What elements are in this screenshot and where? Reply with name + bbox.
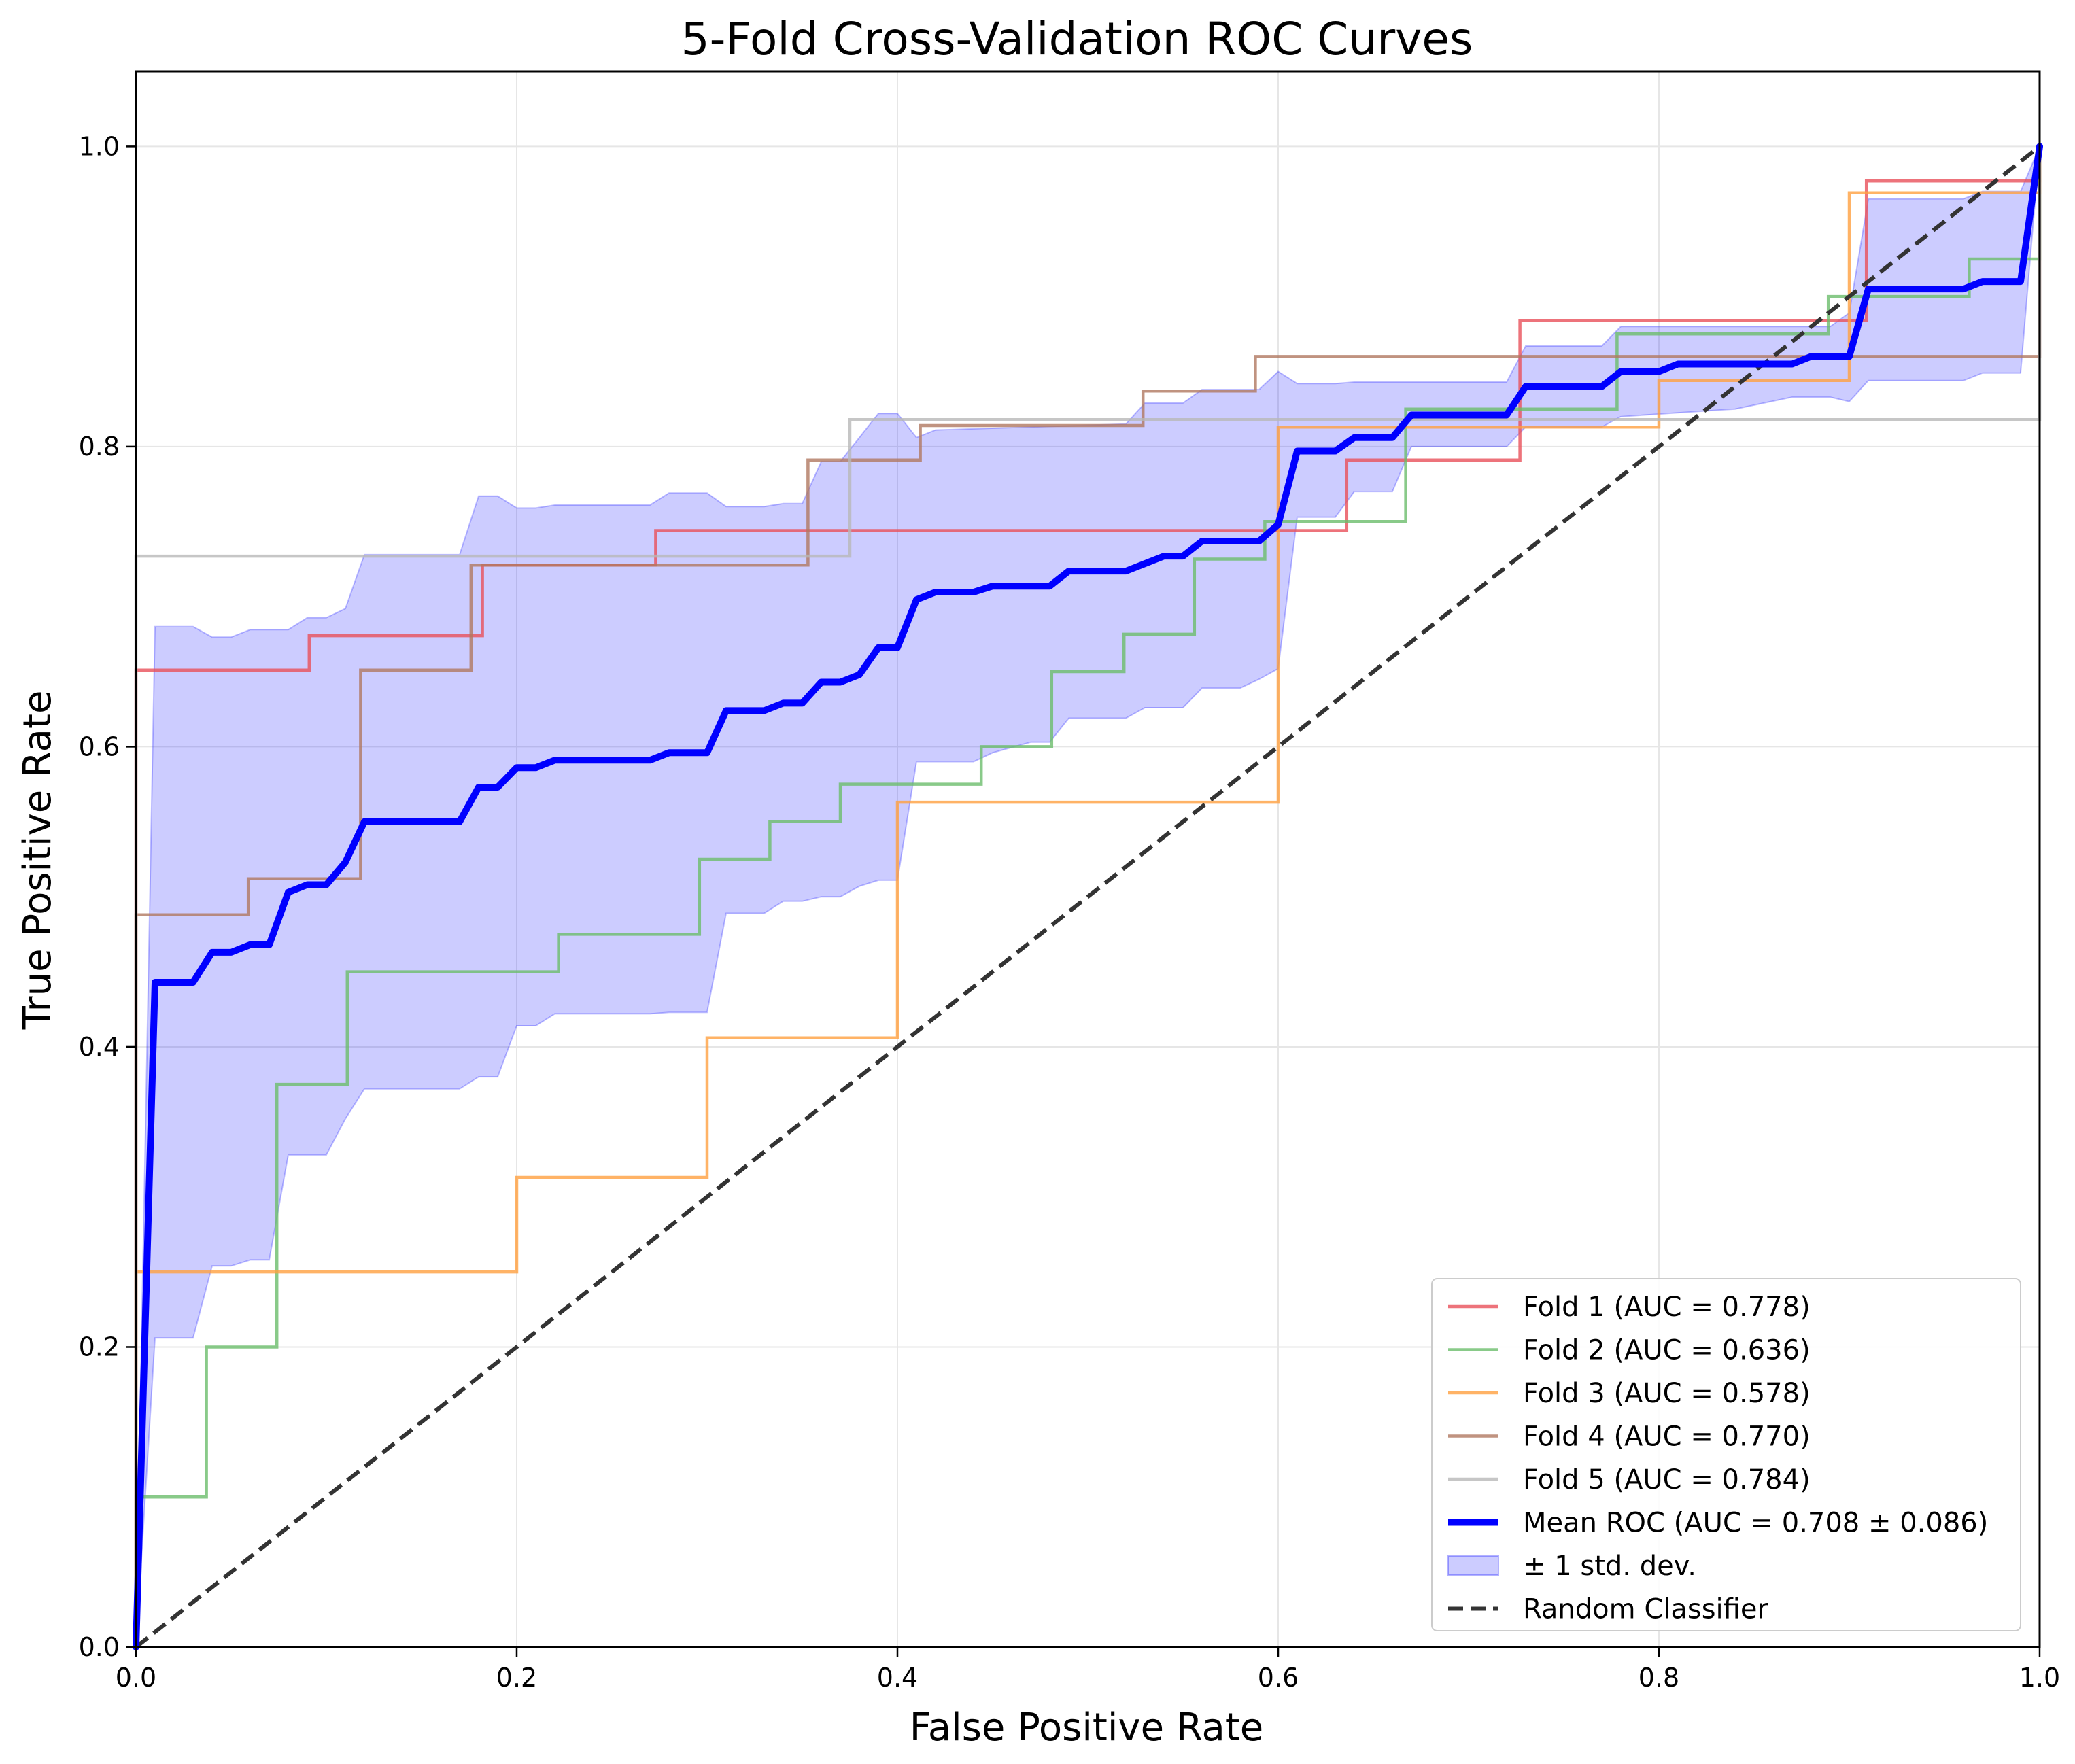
chart-title: 5-Fold Cross-Validation ROC Curves	[681, 13, 1473, 65]
y-tick-label: 0.4	[79, 1032, 120, 1062]
legend: Fold 1 (AUC = 0.778) Fold 2 (AUC = 0.636)…	[1431, 1278, 2021, 1631]
fold-2-roc-line	[134, 146, 2042, 1647]
legend-label: Random Classifier	[1523, 1594, 1768, 1625]
plot-frame	[135, 70, 2041, 1648]
x-tick-label: 1.0	[2019, 1663, 2060, 1693]
y-tick-label: 0.0	[79, 1632, 120, 1662]
y-tick-label: 0.2	[79, 1332, 120, 1362]
legend-handle-band	[1447, 1555, 1499, 1576]
legend-label: Fold 3 (AUC = 0.578)	[1523, 1378, 1811, 1409]
x-tick-label: 0.6	[1258, 1663, 1299, 1693]
y-tick-label: 0.8	[79, 432, 120, 462]
legend-label: ± 1 std. dev.	[1523, 1551, 1696, 1582]
fold-4-roc-line	[134, 146, 2042, 1647]
x-tick-label: 0.8	[1639, 1663, 1679, 1693]
legend-box	[1431, 1278, 2021, 1631]
mean-roc-line	[133, 143, 2043, 1650]
fold-1-roc-line	[134, 146, 2042, 1647]
x-tick-label: 0.4	[877, 1663, 918, 1693]
fold-3-roc-line	[134, 146, 2042, 1647]
legend-label: Fold 1 (AUC = 0.778)	[1523, 1292, 1811, 1323]
x-tick-label: 0.2	[496, 1663, 537, 1693]
std-dev-band-layer	[135, 146, 2040, 1648]
y-tick-label: 1.0	[79, 131, 120, 161]
random-classifier-line	[135, 145, 2041, 1649]
std-dev-band	[135, 146, 2040, 1648]
axis-ticks: 0.0 0.2 0.4 0.6 0.8 1.0 0.0 0.2 0.4 0.6 0.8 1.0	[79, 131, 2061, 1693]
legend-label: Fold 5 (AUC = 0.784)	[1523, 1464, 1811, 1495]
y-tick-label: 0.6	[79, 731, 120, 761]
x-tick-label: 0.0	[116, 1663, 156, 1693]
legend-label: Fold 4 (AUC = 0.770)	[1523, 1421, 1811, 1453]
mean-roc-layer	[133, 143, 2043, 1650]
baseline-layer	[135, 145, 2041, 1649]
y-axis-label: True Positive Rate	[16, 691, 60, 1031]
x-axis-label: False Positive Rate	[910, 1706, 1263, 1750]
legend-label: Fold 2 (AUC = 0.636)	[1523, 1335, 1811, 1366]
legend-label: Mean ROC (AUC = 0.708 ± 0.086)	[1523, 1508, 1988, 1539]
